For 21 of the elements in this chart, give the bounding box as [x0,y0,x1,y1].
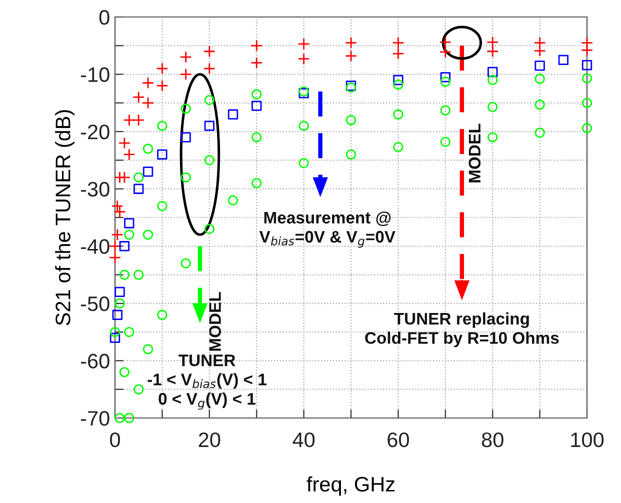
x-tick-label: 60 [388,432,409,448]
y-tick-label: 0 [99,10,110,25]
y-tick-label: -20 [80,124,110,140]
annotation: TUNER replacing Cold-FET by R=10 Ohms [365,312,559,348]
x-tick-label: 0 [110,432,120,448]
y-tick-label: -40 [80,239,110,254]
annotation: MODEL [209,292,221,351]
x-tick-label: 40 [292,432,315,448]
text: TUNER -1 < V$_{bias}$(V) < 1 0 < V$_{g}$(V) < 1 [148,354,266,410]
x-tick-label: 20 [198,432,220,448]
y-tick-label: -70 [80,411,110,426]
annotation: Measurement @ V$_{bias}$=0V & V$_{g}$=0V [259,212,396,248]
annotation: MODEL [468,124,481,182]
y-tick-label: -50 [80,296,110,312]
x-tick-label: 80 [482,432,504,448]
x-tick-label: 100 [571,432,604,448]
y-tick-label: -60 [80,354,110,368]
x-axis-title: freq, GHz [306,476,395,496]
y-tick-label: -10 [80,67,110,82]
y-tick-label: -30 [80,182,110,197]
y-axis-title: S21 of the TUNER (dB) [55,110,74,326]
